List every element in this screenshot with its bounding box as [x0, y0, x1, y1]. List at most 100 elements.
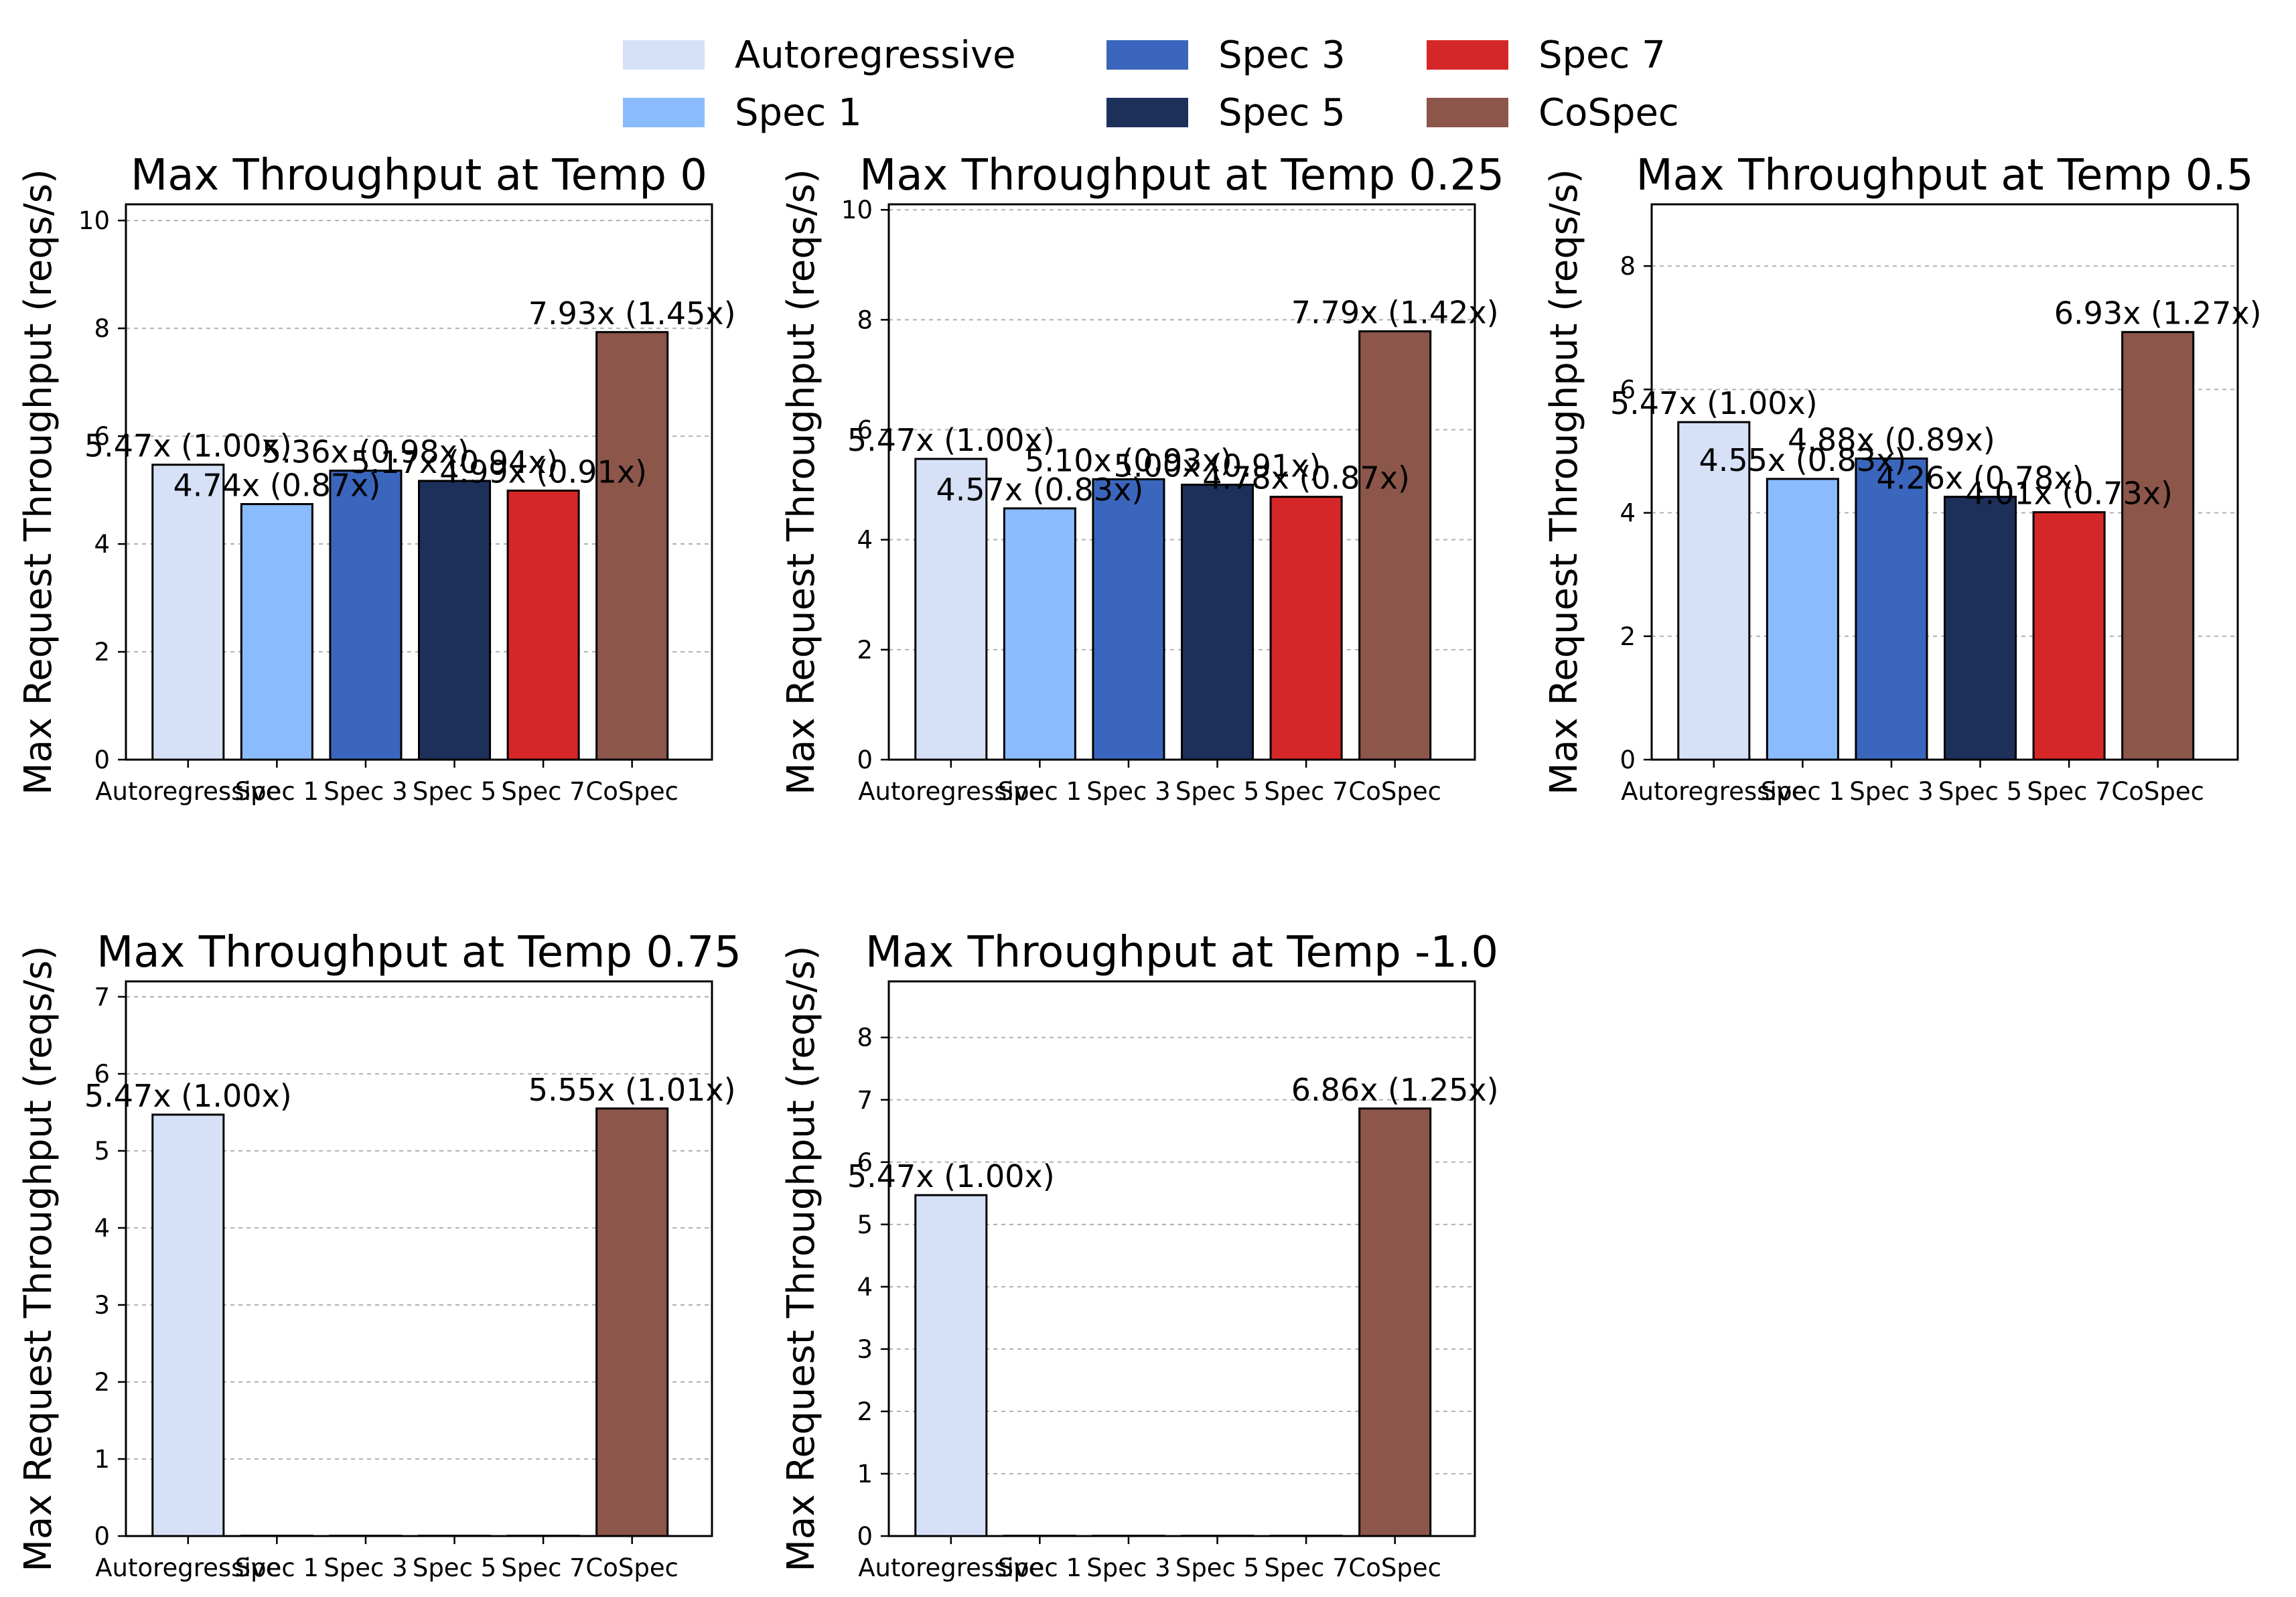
x-tick-label-cospec: CoSpec	[585, 777, 678, 806]
y-tick-label: 1	[857, 1460, 873, 1488]
y-tick-label: 8	[94, 314, 110, 343]
y-tick-label: 8	[857, 305, 873, 334]
x-tick-label-spec-5: Spec 5	[1175, 1553, 1259, 1582]
bar-autoregressive	[914, 1194, 988, 1537]
x-tick-label-spec-7: Spec 7	[1264, 1553, 1348, 1582]
data-label-cospec: 7.93x (1.45x)	[528, 295, 736, 332]
y-tick-label: 6	[1620, 375, 1636, 404]
y-tick-label: 6	[857, 416, 873, 445]
bar-spec-5	[1944, 496, 2017, 761]
data-label-spec-5: 4.26x (0.78x)	[1877, 460, 2084, 496]
chart-title: Max Throughput at Temp 0.25	[859, 151, 1504, 200]
y-axis-label: Max Request Throughput (reqs/s)	[17, 169, 60, 795]
bar-cospec	[595, 331, 669, 761]
legend-swatch-spec-3	[1106, 40, 1188, 70]
bar-spec-7	[2032, 511, 2106, 761]
legend-label-spec-3: Spec 3	[1218, 33, 1346, 77]
bar-spec-3	[1855, 457, 1928, 761]
data-label-spec-1: 4.74x (0.87x)	[173, 467, 380, 503]
x-tick-label-cospec: CoSpec	[1348, 777, 1441, 806]
x-tick-label-spec-1: Spec 1	[998, 1553, 1082, 1582]
data-label-cospec: 5.55x (1.01x)	[528, 1072, 736, 1108]
y-axis-label: Max Request Throughput (reqs/s)	[17, 946, 60, 1572]
legend-swatch-spec-5	[1106, 98, 1188, 127]
bar-spec-3	[329, 470, 403, 761]
y-tick-label: 0	[1620, 746, 1636, 774]
data-label-cospec: 7.79x (1.42x)	[1291, 295, 1499, 331]
plot-frame	[887, 203, 1476, 761]
y-tick-label: 1	[94, 1445, 110, 1474]
chart-title: Max Throughput at Temp 0.75	[96, 928, 741, 977]
y-tick-label: 0	[857, 1522, 873, 1551]
y-tick-label: 0	[94, 1522, 110, 1551]
data-label-autoregressive: 5.47x (1.00x)	[847, 1158, 1055, 1194]
plot-frame	[1650, 203, 2239, 761]
y-tick-label: 8	[857, 1024, 873, 1052]
x-tick-label-spec-7: Spec 7	[501, 777, 585, 806]
y-axis-label: Max Request Throughput (reqs/s)	[780, 169, 823, 795]
bar-autoregressive	[1677, 421, 1751, 761]
data-label-spec-7: 4.99x (0.91x)	[439, 454, 647, 490]
x-tick-label-autoregressive: Autoregressive	[858, 1553, 1044, 1582]
x-tick-label-cospec: CoSpec	[1348, 1553, 1441, 1582]
x-tick-label-spec-3: Spec 3	[1849, 777, 1933, 806]
y-tick-label: 0	[857, 746, 873, 774]
legend-item-spec-5: Spec 5	[1106, 89, 1346, 136]
data-label-spec-7: 4.01x (0.73x)	[1965, 476, 2173, 512]
y-tick-label: 7	[857, 1086, 873, 1115]
bar-spec-7	[506, 489, 580, 761]
y-tick-label: 2	[857, 1397, 873, 1426]
y-axis-label: Max Request Throughput (reqs/s)	[780, 946, 823, 1572]
y-tick-label: 3	[857, 1335, 873, 1364]
data-label-spec-3: 4.88x (0.89x)	[1788, 421, 1995, 458]
y-tick-label: 4	[94, 1214, 110, 1243]
legend-label-cospec: CoSpec	[1538, 90, 1679, 135]
data-label-cospec: 6.86x (1.25x)	[1291, 1072, 1499, 1108]
bar-spec-5	[418, 480, 492, 761]
plot-frame	[125, 203, 713, 761]
y-tick-label: 2	[94, 638, 110, 667]
y-tick-label: 5	[94, 1137, 110, 1166]
legend-label-spec-1: Spec 1	[735, 90, 862, 135]
chart-title: Max Throughput at Temp -1.0	[865, 928, 1498, 977]
y-tick-label: 2	[94, 1368, 110, 1397]
data-label-autoregressive: 5.47x (1.00x)	[1610, 385, 1818, 421]
legend-swatch-spec-1	[623, 98, 705, 127]
chart-title: Max Throughput at Temp 0	[131, 151, 707, 200]
y-axis-label: Max Request Throughput (reqs/s)	[1542, 169, 1586, 795]
legend-label-spec-5: Spec 5	[1218, 90, 1346, 135]
x-tick-label-autoregressive: Autoregressive	[95, 1553, 281, 1582]
legend-swatch-autoregressive	[623, 40, 705, 70]
data-label-spec-1: 4.55x (0.83x)	[1699, 442, 1906, 478]
legend-label-spec-7: Spec 7	[1538, 33, 1666, 77]
x-tick-label-spec-7: Spec 7	[2027, 777, 2110, 806]
x-tick-label-autoregressive: Autoregressive	[1621, 777, 1806, 806]
legend-label-autoregressive: Autoregressive	[735, 33, 1016, 77]
data-label-autoregressive: 5.47x (1.00x)	[84, 1078, 292, 1114]
x-tick-label-autoregressive: Autoregressive	[95, 777, 281, 806]
bar-cospec	[2121, 331, 2195, 761]
x-tick-label-spec-7: Spec 7	[1264, 777, 1348, 806]
legend-swatch-spec-7	[1427, 40, 1508, 70]
x-tick-label-spec-7: Spec 7	[501, 1553, 585, 1582]
y-tick-label: 6	[94, 1060, 110, 1089]
x-tick-label-spec-3: Spec 3	[1086, 1553, 1170, 1582]
y-tick-label: 0	[94, 746, 110, 774]
y-tick-label: 4	[94, 530, 110, 559]
bar-cospec	[1358, 1107, 1432, 1537]
bar-spec-7	[1269, 496, 1343, 761]
y-tick-label: 4	[1620, 499, 1636, 528]
x-tick-label-spec-3: Spec 3	[324, 1553, 407, 1582]
x-tick-label-spec-1: Spec 1	[235, 1553, 319, 1582]
x-tick-label-spec-5: Spec 5	[1938, 777, 2022, 806]
legend-item-spec-1: Spec 1	[623, 89, 862, 136]
x-tick-label-spec-5: Spec 5	[1175, 777, 1259, 806]
data-label-spec-1: 4.57x (0.83x)	[936, 472, 1143, 508]
bar-autoregressive	[914, 458, 988, 761]
data-label-spec-3: 5.36x (0.98x)	[262, 434, 470, 470]
legend-item-autoregressive: Autoregressive	[623, 31, 1016, 78]
y-tick-label: 4	[857, 526, 873, 555]
